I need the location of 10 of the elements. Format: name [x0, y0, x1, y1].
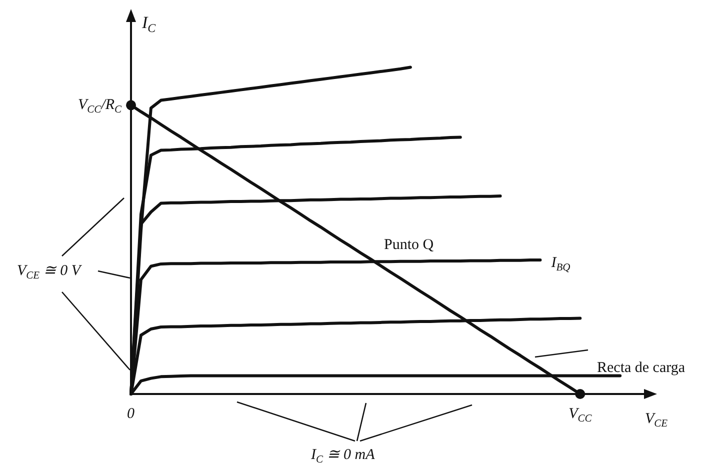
x-tick-label: V$_{CC}$ — [568, 406, 592, 425]
series-label: I$_{BQ}$ — [551, 255, 570, 274]
annotation: V$_{CC}$/R$_{C}$ — [78, 96, 122, 116]
x-axis-title: V$_{CE}$ — [645, 411, 668, 430]
x-tick-label: 0 — [127, 406, 134, 422]
y-axis-title: I$_{C}$ — [142, 13, 156, 36]
text: I$_{C}$ ≅ 0 mA — [311, 447, 375, 466]
annotation: Recta de carga — [597, 360, 686, 376]
annotation: Punto Q — [384, 237, 434, 254]
text: V$_{CE}$ ≅ 0 V — [17, 263, 81, 282]
